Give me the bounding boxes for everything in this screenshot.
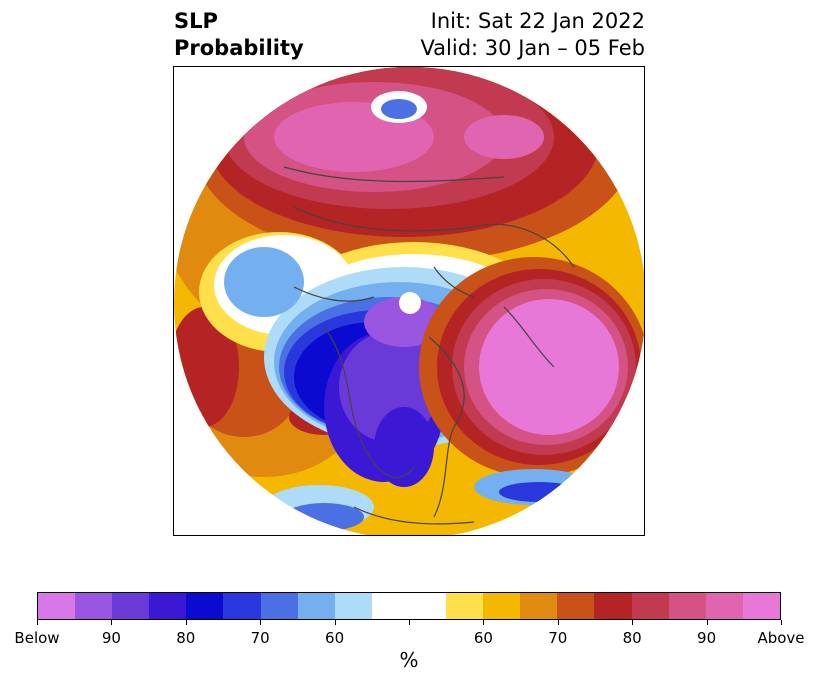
colorbar-swatch	[38, 593, 76, 619]
title-variable: SLP	[174, 9, 218, 33]
colorbar-swatch	[483, 593, 521, 619]
colorbar-swatch	[631, 593, 669, 619]
probability-field	[174, 67, 644, 535]
colorbar-tick-label: 70	[250, 629, 270, 647]
colorbar-swatch	[594, 593, 632, 619]
title-product: Probability	[174, 36, 304, 60]
colorbar-tick-label: 60	[325, 629, 345, 647]
colorbar-tick	[632, 620, 634, 625]
colorbar-tick-label: Below	[14, 629, 60, 647]
title-left: SLP Probability	[174, 8, 304, 62]
colorbar-tick	[111, 620, 113, 625]
colorbar-tick	[781, 620, 782, 625]
colorbar-swatch	[186, 593, 224, 619]
colorbar-tick-label: 80	[622, 629, 642, 647]
coastlines	[283, 166, 575, 525]
probability-map-svg	[174, 67, 644, 535]
colorbar-swatch	[75, 593, 113, 619]
polar-map	[173, 66, 645, 536]
colorbar-swatch	[742, 593, 780, 619]
colorbar-unit: %	[399, 648, 419, 672]
colorbar-swatch	[371, 593, 409, 619]
colorbar-tick-label: Above	[757, 629, 805, 647]
colorbar-tick	[706, 620, 708, 625]
colorbar-tick	[557, 620, 559, 625]
colorbar-tick-label: 70	[548, 629, 568, 647]
colorbar-swatch	[334, 593, 372, 619]
colorbar-tick	[334, 620, 336, 625]
colorbar-swatch	[520, 593, 558, 619]
valid-period: Valid: 30 Jan – 05 Feb	[420, 36, 645, 60]
colorbar-tick	[185, 620, 187, 625]
colorbar-tick-label: 60	[473, 629, 493, 647]
colorbar-swatch	[557, 593, 595, 619]
colorbar-swatch	[408, 593, 447, 619]
colorbar-tick-label: 90	[101, 629, 121, 647]
colorbar	[37, 592, 781, 620]
colorbar-swatch	[297, 593, 335, 619]
colorbar-tick	[483, 620, 485, 625]
colorbar-tick	[409, 620, 410, 625]
colorbar-swatch	[446, 593, 484, 619]
colorbar-tick	[260, 620, 262, 625]
colorbar-tick-label: 90	[697, 629, 717, 647]
colorbar-swatch	[149, 593, 187, 619]
colorbar-ticks	[37, 620, 782, 630]
colorbar-tick	[37, 620, 38, 625]
colorbar-tick-label: 80	[176, 629, 196, 647]
init-date: Init: Sat 22 Jan 2022	[430, 9, 645, 33]
colorbar-swatch	[223, 593, 261, 619]
title-right: Init: Sat 22 Jan 2022 Valid: 30 Jan – 05…	[420, 8, 645, 62]
colorbar-swatch	[705, 593, 743, 619]
colorbar-swatch	[112, 593, 150, 619]
colorbar-swatch	[668, 593, 706, 619]
colorbar-swatch	[260, 593, 298, 619]
